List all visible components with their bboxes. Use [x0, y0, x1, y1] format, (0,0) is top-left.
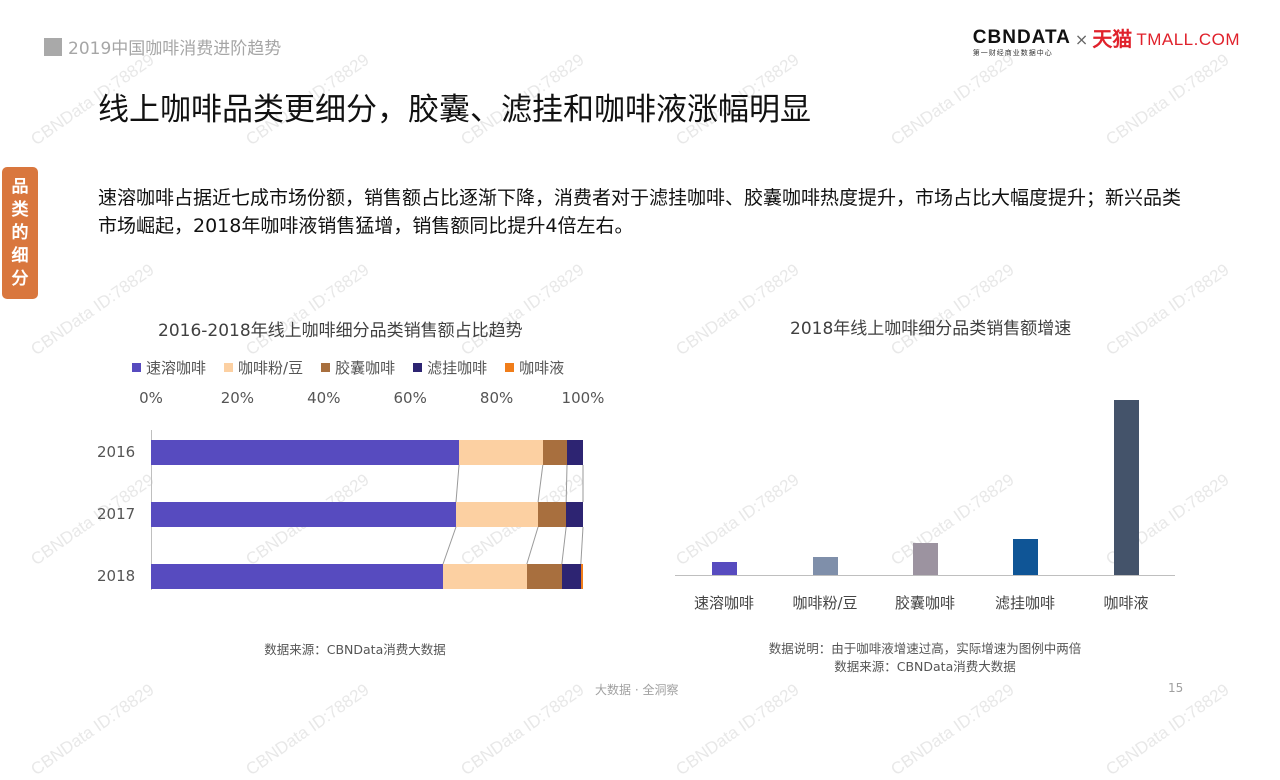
- stacked-bar-2018: [151, 564, 583, 589]
- data-note: 数据说明：由于咖啡液增速过高，实际增速为图例中两倍 数据来源：CBNData消费…: [768, 641, 1082, 674]
- source-note-left: 数据来源：CBNData消费大数据: [264, 642, 446, 657]
- watermark: CBNData ID:78829: [27, 470, 158, 570]
- watermark: CBNData ID:78829: [27, 260, 158, 360]
- chart-legend: 速溶咖啡 咖啡粉/豆 胶囊咖啡 滤挂咖啡 咖啡液: [132, 357, 582, 378]
- tmall-logo-en: TMALL.COM: [1136, 30, 1240, 49]
- watermark: CBNData ID:78829: [1102, 260, 1233, 360]
- page-number: 15: [1168, 681, 1184, 695]
- y-tick-label: 2018: [97, 567, 136, 585]
- watermark: CBNData ID:78829: [887, 470, 1018, 570]
- cbndata-logo: CBNDATA 第一财经商业数据中心: [972, 27, 1071, 58]
- watermark: CBNData ID:78829: [242, 260, 373, 360]
- watermark: CBNData ID:78829: [672, 260, 803, 360]
- y-tick-label: 2016: [97, 443, 136, 461]
- growth-bar: [913, 543, 938, 575]
- section-marker-icon: [44, 37, 62, 56]
- x-category-label: 胶囊咖啡: [894, 594, 956, 612]
- stacked-bar-2016: [151, 440, 583, 465]
- tmall-logo-cn: 天猫: [1092, 27, 1133, 51]
- legend-item: 速溶咖啡: [132, 357, 206, 378]
- watermark: CBNData ID:78829: [1102, 50, 1233, 150]
- bar-segment: [151, 502, 456, 527]
- stacked-bar-2017: [151, 502, 583, 527]
- growth-bar: [1013, 539, 1038, 575]
- watermark: CBNData ID:78829: [887, 680, 1018, 780]
- legend-item: 咖啡液: [505, 357, 564, 378]
- section-header: 2019中国咖啡消费进阶趋势: [44, 34, 281, 59]
- x-axis-line: [675, 575, 1175, 576]
- bar-segment: [580, 564, 583, 589]
- bar-segment: [151, 440, 460, 465]
- bar-segment: [443, 564, 527, 589]
- y-tick-label: 2017: [97, 505, 136, 523]
- section-title: 2019中国咖啡消费进阶趋势: [68, 39, 282, 59]
- watermark: CBNData ID:78829: [27, 680, 158, 780]
- watermark: CBNData ID:78829: [887, 260, 1018, 360]
- growth-bar: [712, 562, 737, 575]
- bar-segment: [538, 502, 567, 527]
- watermark: CBNData ID:78829: [1102, 680, 1233, 780]
- bar-segment: [561, 564, 581, 589]
- bar-segment: [455, 502, 539, 527]
- legend-item: 咖啡粉/豆: [224, 357, 303, 378]
- chart-title-share: 2016-2018年线上咖啡细分品类销售额占比趋势: [158, 321, 523, 341]
- description-text: 速溶咖啡占据近七成市场份额，销售额占比逐渐下降，消费者对于滤挂咖啡、胶囊咖啡热度…: [98, 187, 1182, 237]
- watermark: CBNData ID:78829: [457, 680, 588, 780]
- logo-separator: ×: [1074, 30, 1089, 49]
- footer-tagline: 大数据 · 全洞察: [595, 683, 679, 697]
- bar-segment: [566, 502, 583, 527]
- legend-item: 滤挂咖啡: [413, 357, 487, 378]
- bar-segment: [542, 440, 567, 465]
- watermark: CBNData ID:78829: [672, 680, 803, 780]
- x-category-label: 咖啡液: [1103, 594, 1149, 612]
- page-title: 线上咖啡品类更细分，胶囊、滤挂和咖啡液涨幅明显: [98, 92, 811, 128]
- x-category-label: 咖啡粉/豆: [792, 594, 858, 612]
- legend-item: 胶囊咖啡: [321, 357, 395, 378]
- growth-bar: [813, 557, 838, 575]
- side-category-tab: 品 类 的 细 分: [2, 167, 38, 299]
- watermark: CBNData ID:78829: [672, 470, 803, 570]
- bar-segment: [526, 564, 562, 589]
- legend-swatch-icon: [413, 363, 423, 372]
- legend-swatch-icon: [224, 363, 234, 372]
- watermark: CBNData ID:78829: [457, 260, 588, 360]
- bar-segment: [459, 440, 543, 465]
- watermark: CBNData ID:78829: [242, 680, 373, 780]
- brand-logos: CBNDATA 第一财经商业数据中心 × 天猫 TMALL.COM: [973, 28, 1240, 58]
- x-category-label: 滤挂咖啡: [994, 594, 1056, 612]
- chart-title-growth: 2018年线上咖啡细分品类销售额增速: [790, 319, 1072, 339]
- legend-swatch-icon: [132, 363, 141, 372]
- bar-segment: [151, 564, 444, 589]
- growth-bar: [1114, 400, 1139, 575]
- bar-segment: [567, 440, 583, 465]
- watermark: CBNData ID:78829: [887, 50, 1018, 150]
- x-category-label: 速溶咖啡: [693, 594, 755, 612]
- legend-swatch-icon: [505, 363, 515, 372]
- legend-swatch-icon: [321, 363, 331, 372]
